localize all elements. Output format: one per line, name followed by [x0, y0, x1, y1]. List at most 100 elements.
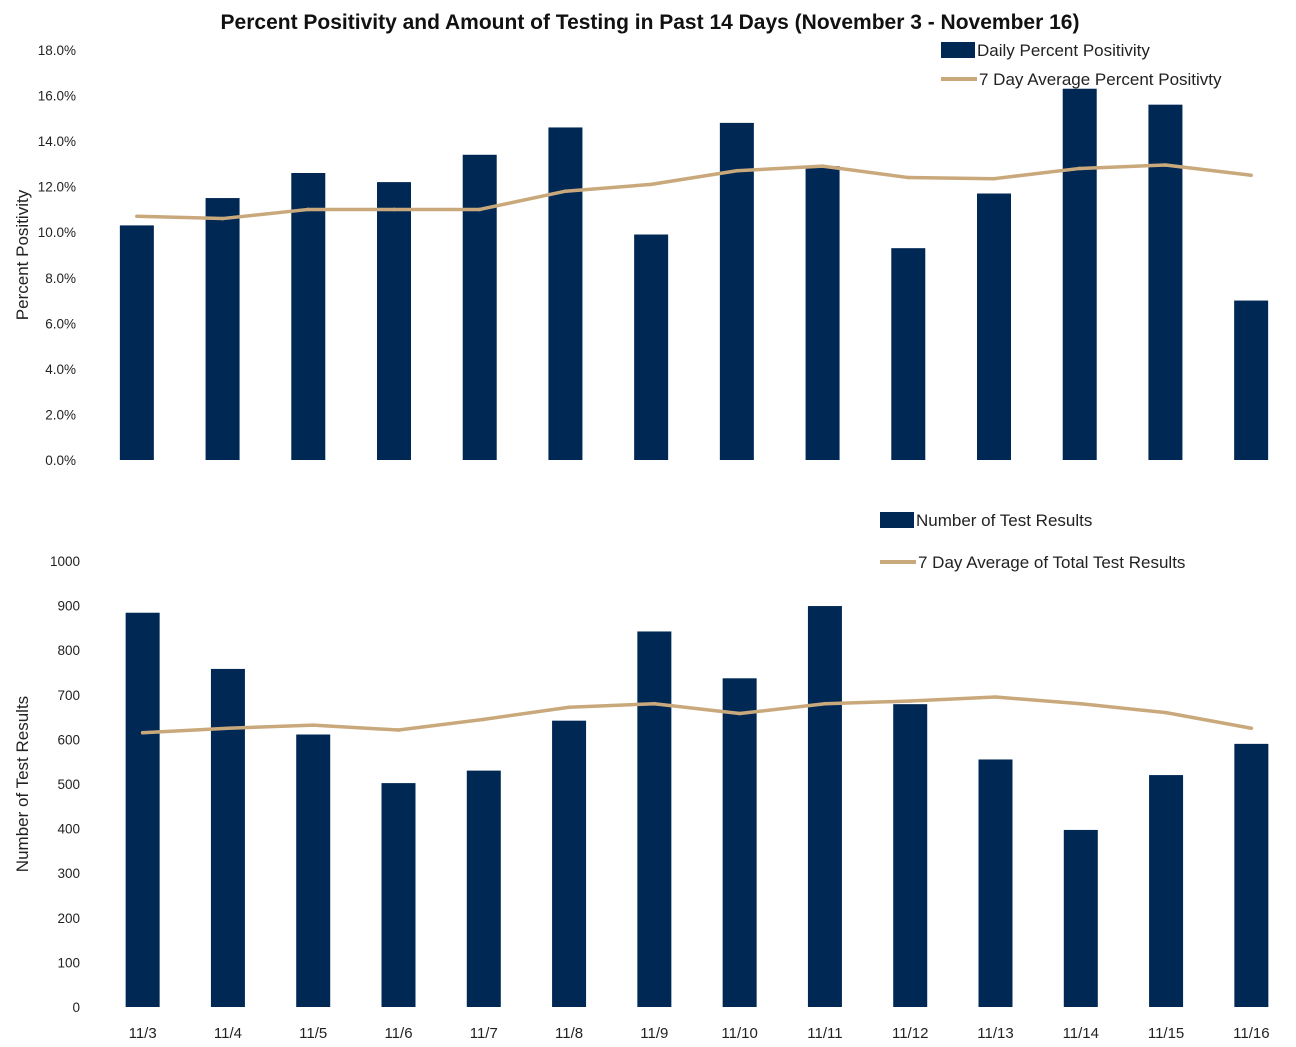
line-point [477, 207, 482, 212]
line-point [567, 705, 571, 710]
line-point [652, 701, 657, 706]
bar [205, 198, 240, 461]
bar [634, 234, 669, 460]
bar [893, 704, 928, 1007]
line-point [226, 726, 230, 731]
x-tick-label: 11/8 [555, 1025, 583, 1042]
y-tick-label: 700 [57, 688, 80, 703]
bar [719, 122, 754, 460]
line-series [142, 695, 1252, 735]
x-tick-label: 11/9 [640, 1025, 668, 1042]
bar [722, 678, 757, 1007]
x-tick-label: 11/11 [807, 1025, 842, 1042]
y-tick-label: 0 [72, 1000, 80, 1015]
bar [548, 127, 583, 460]
y-tick-label: 900 [57, 599, 80, 614]
line-point [649, 182, 653, 187]
y-tick-label: 16.0% [38, 89, 76, 104]
y-tick-label: 100 [57, 955, 80, 970]
line-point [563, 189, 568, 194]
bar [1148, 104, 1183, 461]
line-point [1078, 701, 1083, 706]
bar [978, 759, 1013, 1007]
legend: Number of Test Results 7 Day Average of T… [880, 511, 1185, 572]
chart-title: Percent Positivity and Amount of Testing… [221, 11, 1080, 34]
bar [377, 182, 411, 460]
y-tick-label: 200 [57, 911, 80, 926]
test-results-chart: 0 100 200 300 400 500 600 700 800 900 1000 Number o… [13, 511, 1270, 1042]
line-point [392, 207, 396, 212]
line-point [396, 728, 401, 732]
x-tick-label: 11/10 [721, 1025, 757, 1042]
legend-label: Daily Percent Positivity [977, 41, 1150, 60]
y-tick-label: 600 [57, 732, 80, 747]
bar [296, 734, 331, 1007]
line-point [306, 207, 311, 212]
legend-label: 7 Day Average of Total Test Results [918, 553, 1185, 572]
bar [1062, 88, 1097, 460]
y-tick-label: 6.0% [45, 316, 76, 331]
bar [1149, 775, 1184, 1007]
legend-label: 7 Day Average Percent Positivty [979, 70, 1222, 89]
line-point [1249, 173, 1253, 178]
line-point [1249, 726, 1254, 731]
x-tick-label: 11/15 [1148, 1025, 1184, 1042]
bar [1234, 743, 1269, 1007]
legend-swatch-bar [880, 512, 914, 528]
y-tick-label: 400 [57, 822, 80, 837]
y-tick-label: 18.0% [38, 43, 76, 58]
bar [125, 612, 160, 1007]
x-tick-label: 11/3 [129, 1025, 157, 1042]
x-tick-label: 11/7 [470, 1025, 498, 1042]
x-tick-label: 11/12 [892, 1025, 928, 1042]
x-tick-label: 11/5 [299, 1025, 327, 1042]
bar [552, 720, 587, 1007]
line-point [992, 176, 996, 181]
y-tick-label: 12.0% [38, 180, 76, 195]
line-point [823, 701, 827, 706]
y-axis-label: Percent Positivity [13, 189, 32, 320]
x-tick-label: 11/16 [1233, 1025, 1269, 1042]
bar [381, 783, 416, 1007]
bar [637, 631, 672, 1007]
bar [977, 193, 1011, 460]
line-point [908, 699, 913, 703]
legend-swatch-bar [941, 42, 975, 58]
x-tick-label: 11/6 [384, 1025, 412, 1042]
line-point [1163, 163, 1168, 167]
line-point [737, 711, 742, 716]
x-tick-label: 11/14 [1063, 1025, 1099, 1042]
legend-label: Number of Test Results [916, 511, 1092, 530]
bar [462, 154, 497, 460]
y-tick-label: 14.0% [38, 134, 76, 149]
legend: Daily Percent Positivity 7 Day Average Pe… [941, 41, 1222, 89]
y-tick-label: 4.0% [45, 362, 76, 377]
line-point [1164, 710, 1168, 715]
positivity-chart: 0.0% 2.0% 4.0% 6.0% 8.0% 10.0% 12.0% 14.0% 16.0%… [13, 41, 1269, 468]
x-tick-label: 11/4 [214, 1025, 242, 1042]
y-tick-label: 2.0% [45, 407, 76, 422]
y-axis-label: Number of Test Results [13, 696, 32, 872]
x-tick-label: 11/13 [977, 1025, 1013, 1042]
bar [807, 606, 842, 1007]
bar [1063, 829, 1098, 1007]
line-point [135, 214, 139, 219]
line-point [735, 168, 739, 173]
line-series [136, 163, 1252, 221]
y-tick-label: 10.0% [38, 225, 76, 240]
line-point [993, 695, 998, 699]
y-tick-label: 1000 [50, 554, 80, 569]
y-tick-label: 300 [57, 866, 80, 881]
y-tick-label: 800 [57, 643, 80, 658]
line-point [481, 717, 486, 722]
bar [1234, 300, 1269, 460]
bar [805, 166, 840, 460]
bar [119, 225, 154, 460]
line-point [220, 216, 225, 221]
line-point [140, 730, 145, 735]
bar [891, 248, 926, 460]
y-tick-label: 8.0% [45, 271, 76, 286]
y-tick-label: 500 [57, 777, 80, 792]
bar [466, 770, 501, 1007]
